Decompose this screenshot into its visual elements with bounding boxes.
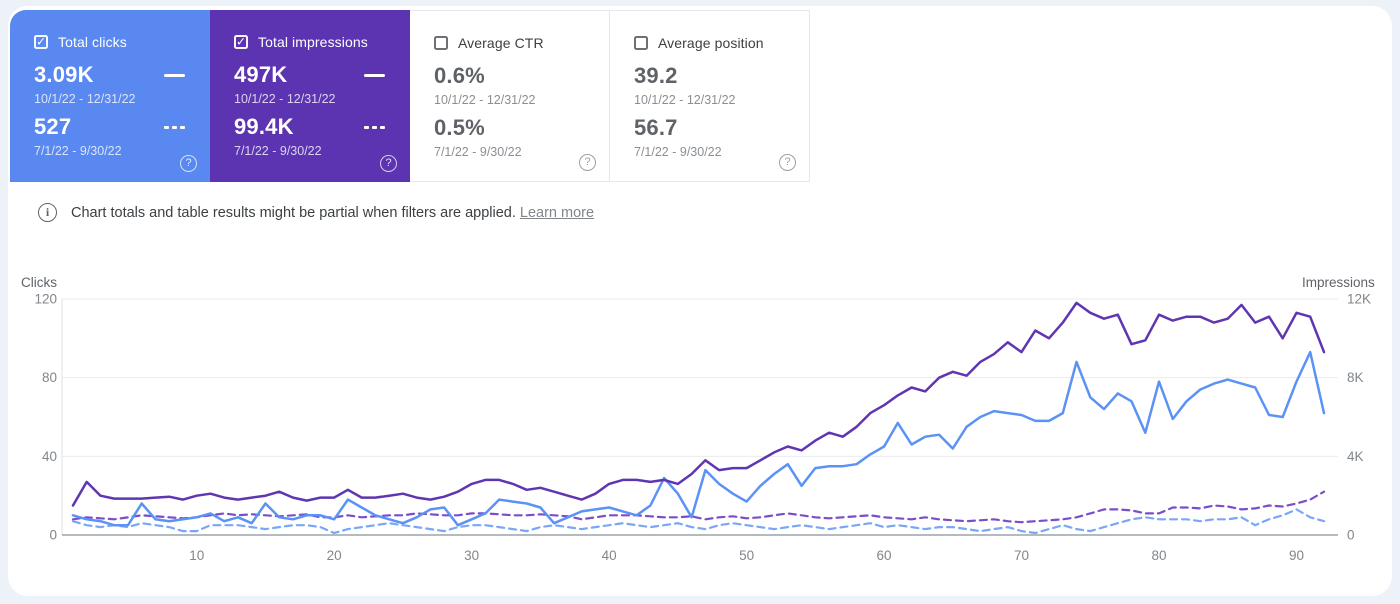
series-line-3 — [71, 490, 1326, 524]
check-icon: ✓ — [235, 34, 247, 49]
x-axis-tick: 90 — [1289, 548, 1304, 563]
x-axis-tick: 40 — [602, 548, 617, 563]
current-range: 10/1/22 - 12/31/22 — [34, 92, 136, 106]
previous-range: 7/1/22 - 9/30/22 — [234, 144, 322, 158]
dashed-line-indicator-icon — [364, 125, 385, 129]
solid-line-indicator-icon — [164, 73, 185, 77]
partial-data-notice: i Chart totals and table results might b… — [38, 203, 594, 222]
card-label: Average position — [658, 35, 764, 51]
x-axis-tick: 80 — [1151, 548, 1166, 563]
metric-card-total-impressions[interactable]: ✓ Total impressions 497K 10/1/22 - 12/31… — [210, 10, 410, 182]
current-range: 10/1/22 - 12/31/22 — [234, 92, 336, 106]
right-axis-title: Impressions — [1302, 275, 1375, 290]
current-range: 10/1/22 - 12/31/22 — [634, 93, 736, 107]
x-axis-tick: 50 — [739, 548, 754, 563]
previous-range: 7/1/22 - 9/30/22 — [634, 145, 722, 159]
card-label: Average CTR — [458, 35, 544, 51]
card-label: Total clicks — [58, 34, 127, 50]
right-axis-tick: 12K — [1347, 292, 1371, 307]
help-icon[interactable]: ? — [579, 154, 596, 171]
current-value: 3.09K — [34, 62, 94, 87]
left-axis-tick: 0 — [49, 528, 57, 543]
checkbox-average-position[interactable]: ✓ — [634, 36, 648, 50]
checkbox-average-ctr[interactable]: ✓ — [434, 36, 448, 50]
learn-more-link[interactable]: Learn more — [519, 204, 595, 221]
left-axis-title: Clicks — [21, 275, 57, 290]
previous-range: 7/1/22 - 9/30/22 — [34, 144, 122, 158]
left-axis-tick: 80 — [42, 370, 57, 385]
right-axis-tick: 0 — [1347, 528, 1355, 543]
previous-value: 0.5% — [434, 115, 485, 140]
metric-cards: ✓ Total clicks 3.09K 10/1/22 - 12/31/22 … — [10, 10, 810, 182]
x-axis-tick: 20 — [327, 548, 342, 563]
notice-text: Chart totals and table results might be … — [71, 204, 595, 221]
card-label: Total impressions — [258, 34, 368, 50]
solid-line-indicator-icon — [364, 73, 385, 77]
check-icon: ✓ — [35, 34, 47, 49]
right-axis-tick: 4K — [1347, 449, 1364, 464]
current-value: 0.6% — [434, 63, 485, 88]
series-line-1 — [71, 508, 1326, 535]
performance-chart[interactable]: Clicks Impressions 0 40 80 120 0 4K 8K 12K 10 20 30 4… — [0, 265, 1400, 595]
left-axis-tick: 120 — [34, 292, 57, 307]
metric-card-total-clicks[interactable]: ✓ Total clicks 3.09K 10/1/22 - 12/31/22 … — [10, 10, 210, 182]
x-axis-tick: 30 — [464, 548, 479, 563]
right-axis-tick: 8K — [1347, 370, 1364, 385]
previous-value: 99.4K — [234, 114, 294, 139]
dashed-line-indicator-icon — [164, 125, 185, 129]
help-icon[interactable]: ? — [779, 154, 796, 171]
info-icon: i — [38, 203, 57, 222]
x-axis-tick: 60 — [877, 548, 892, 563]
checkbox-total-impressions[interactable]: ✓ — [234, 35, 248, 49]
previous-range: 7/1/22 - 9/30/22 — [434, 145, 522, 159]
previous-value: 56.7 — [634, 115, 678, 140]
x-axis-tick: 70 — [1014, 548, 1029, 563]
current-value: 497K — [234, 62, 288, 87]
previous-value: 527 — [34, 114, 72, 139]
current-value: 39.2 — [634, 63, 678, 88]
current-range: 10/1/22 - 12/31/22 — [434, 93, 536, 107]
series-line-0 — [71, 350, 1326, 527]
x-axis-tick: 10 — [189, 548, 204, 563]
checkbox-total-clicks[interactable]: ✓ — [34, 35, 48, 49]
metric-card-average-ctr[interactable]: ✓ Average CTR 0.6% 10/1/22 - 12/31/22 0.… — [410, 10, 610, 182]
series-line-2 — [71, 301, 1326, 507]
help-icon[interactable]: ? — [180, 155, 197, 172]
help-icon[interactable]: ? — [380, 155, 397, 172]
left-axis-tick: 40 — [42, 449, 57, 464]
metric-card-average-position[interactable]: ✓ Average position 39.2 10/1/22 - 12/31/… — [610, 10, 810, 182]
